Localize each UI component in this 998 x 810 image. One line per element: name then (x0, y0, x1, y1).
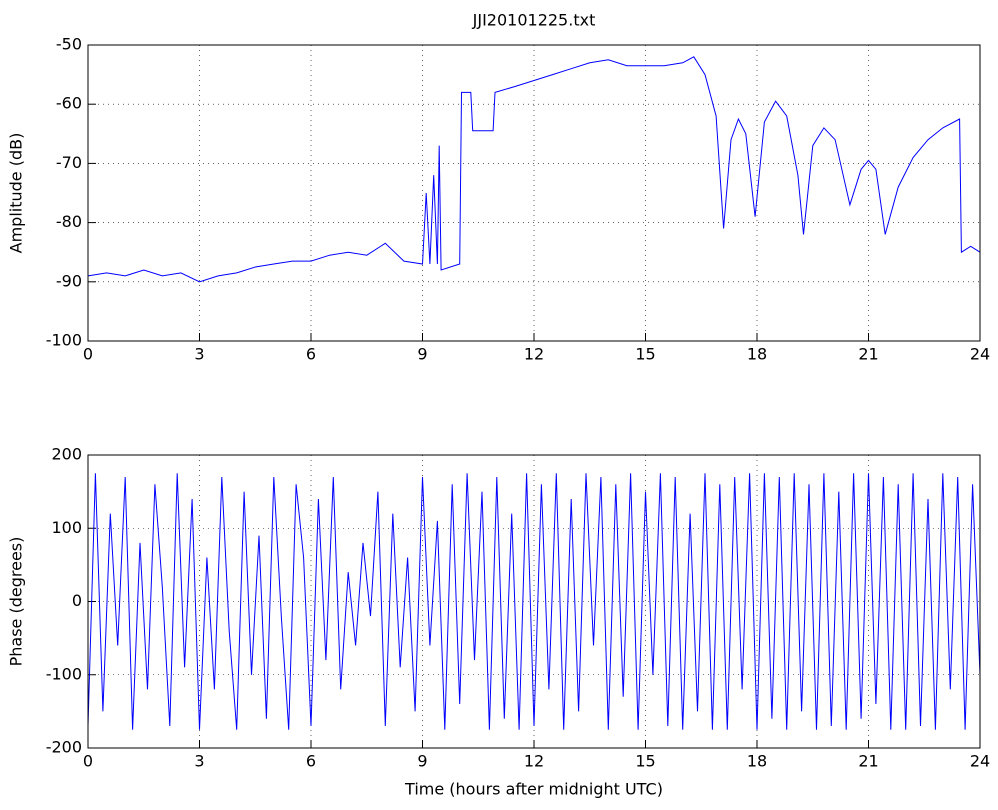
y-tick-label: -200 (46, 738, 82, 757)
chart-title: JJI20101225.txt (472, 11, 596, 30)
x-tick-label: 9 (417, 752, 427, 771)
x-tick-label: 21 (858, 752, 878, 771)
y-tick-label: -60 (56, 94, 82, 113)
x-tick-label: 15 (635, 345, 655, 364)
x-tick-label: 6 (306, 752, 316, 771)
x-tick-label: 9 (417, 345, 427, 364)
data-line (87, 56, 981, 283)
x-axis-label: Time (hours after midnight UTC) (404, 780, 663, 799)
x-tick-label: 15 (635, 752, 655, 771)
y-axis-label: Phase (degrees) (7, 537, 26, 667)
y-tick-label: -70 (56, 153, 82, 172)
x-tick-label: 3 (194, 752, 204, 771)
y-tick-label: -80 (56, 212, 82, 231)
x-tick-label: 24 (970, 752, 990, 771)
x-tick-label: 0 (83, 752, 93, 771)
y-axis-label: Amplitude (dB) (7, 133, 26, 254)
y-tick-label: 0 (72, 591, 82, 610)
y-tick-label: 200 (51, 445, 82, 464)
axes-frame (87, 454, 981, 749)
x-tick-label: 24 (970, 345, 990, 364)
y-tick-label: 100 (51, 518, 82, 537)
y-tick-label: -100 (46, 331, 82, 350)
x-tick-label: 18 (747, 345, 767, 364)
x-tick-label: 12 (524, 345, 544, 364)
y-tick-label: -100 (46, 664, 82, 683)
x-tick-label: 21 (858, 345, 878, 364)
data-line (87, 473, 981, 730)
x-tick-label: 3 (194, 345, 204, 364)
x-tick-label: 18 (747, 752, 767, 771)
y-tick-label: -90 (56, 271, 82, 290)
y-tick-label: -50 (56, 35, 82, 54)
axes-frame (87, 44, 981, 342)
x-tick-label: 12 (524, 752, 544, 771)
x-tick-label: 0 (83, 345, 93, 364)
x-tick-label: 6 (306, 345, 316, 364)
